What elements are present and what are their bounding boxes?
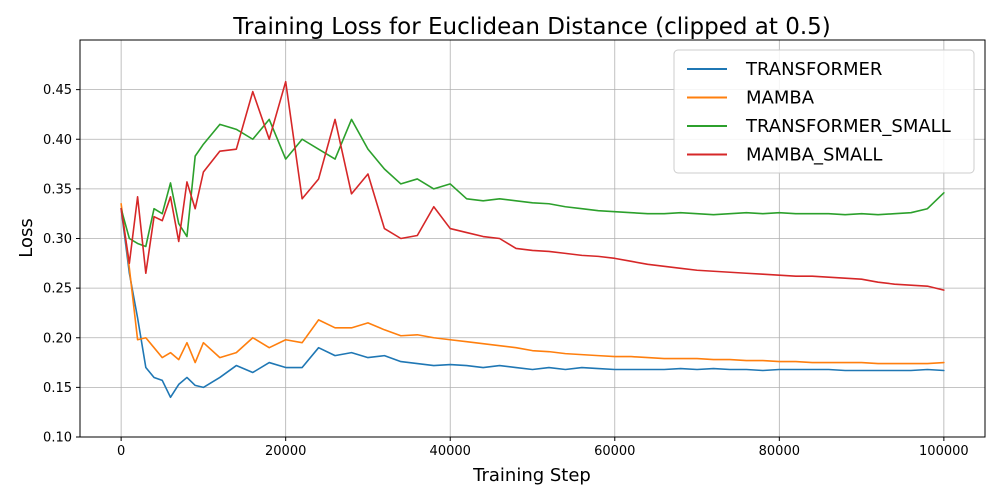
y-tick-label: 0.45 [43, 83, 72, 98]
x-axis-ticks: 0 20000 40000 60000 80000 100000 [117, 437, 969, 459]
legend-entry-label: MAMBA [746, 88, 815, 109]
legend: TRANSFORMER MAMBA TRANSFORMER_SMALL MAMBA_S… [673, 49, 975, 174]
chart-title: Training Loss for Euclidean Distance (cl… [232, 14, 831, 40]
series-lines [120, 80, 945, 399]
legend-box [673, 49, 975, 174]
y-tick-label: 0.35 [43, 182, 72, 197]
x-tick-label: 20000 [265, 444, 306, 459]
y-tick-label: 0.40 [43, 133, 72, 148]
series-line-mamba [120, 202, 945, 365]
series-line-transformer [120, 207, 945, 399]
y-tick-label: 0.25 [43, 282, 72, 297]
series-line-transformer-small [120, 118, 945, 248]
series-line-mamba-small [120, 80, 945, 291]
y-axis-ticks: 0.10 0.15 0.20 0.25 0.30 0.35 0.40 0.45 [43, 83, 80, 446]
x-tick-label: 0 [117, 444, 125, 459]
x-tick-label: 100000 [919, 444, 969, 459]
legend-entry-label: MAMBA_SMALL [746, 145, 882, 166]
y-tick-label: 0.10 [43, 431, 72, 446]
legend-entry-label: TRANSFORMER_SMALL [745, 116, 951, 137]
x-tick-label: 40000 [430, 444, 471, 459]
legend-entry-label: TRANSFORMER [745, 59, 882, 80]
y-tick-label: 0.20 [43, 331, 72, 346]
x-axis-label: Training Step [472, 465, 591, 486]
y-tick-label: 0.15 [43, 381, 72, 396]
x-tick-label: 60000 [594, 444, 635, 459]
y-tick-label: 0.30 [43, 232, 72, 247]
y-axis-label: Loss [16, 218, 37, 257]
x-tick-label: 80000 [759, 444, 800, 459]
